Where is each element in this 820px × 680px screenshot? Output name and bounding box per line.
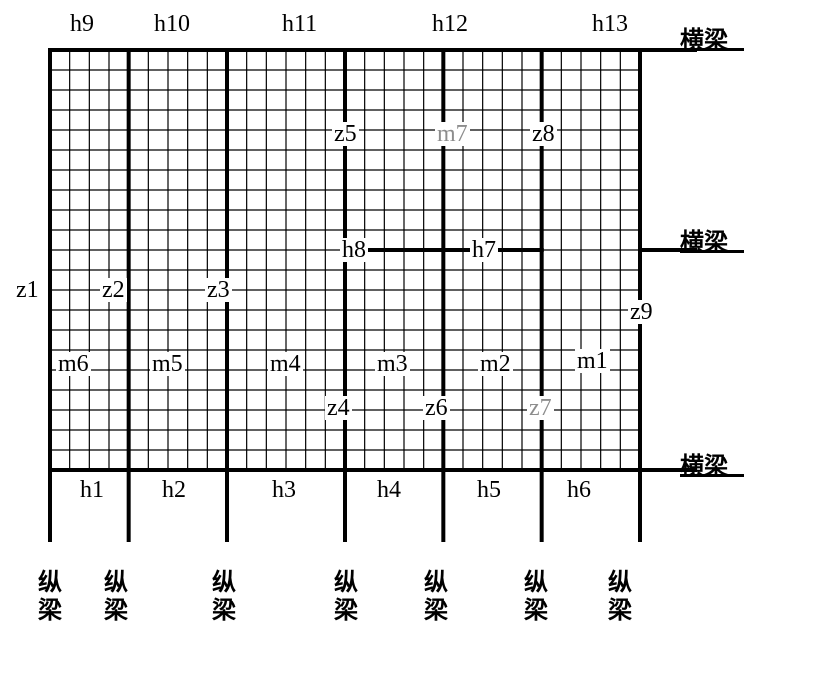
- top-h-label: h10: [152, 12, 192, 36]
- side-beam-underline: [680, 474, 744, 477]
- vertical-beam-label: 纵梁: [608, 570, 632, 625]
- bottom-h-label: h6: [565, 478, 593, 502]
- vertical-beam-label: 纵梁: [38, 570, 62, 625]
- inner-label: z5: [332, 122, 359, 146]
- vertical-beam-label: 纵梁: [334, 570, 358, 625]
- inner-label: z2: [100, 278, 127, 302]
- bottom-h-label: h4: [375, 478, 403, 502]
- inner-label: h7: [470, 238, 498, 262]
- bottom-h-label: h2: [160, 478, 188, 502]
- inner-label: z7: [527, 396, 554, 420]
- top-h-label: h9: [68, 12, 96, 36]
- top-h-label: h12: [430, 12, 470, 36]
- bottom-h-label: h3: [270, 478, 298, 502]
- top-h-label: h11: [280, 12, 319, 36]
- inner-label: m5: [150, 352, 185, 376]
- vertical-beam-label: 纵梁: [524, 570, 548, 625]
- inner-label: z9: [628, 300, 655, 324]
- inner-label: m3: [375, 352, 410, 376]
- side-beam-underline: [680, 48, 744, 51]
- inner-label: z6: [423, 396, 450, 420]
- vertical-beam-label: 纵梁: [212, 570, 236, 625]
- bottom-h-label: h5: [475, 478, 503, 502]
- inner-label: m7: [435, 122, 470, 146]
- inner-label: h8: [340, 238, 368, 262]
- top-h-label: h13: [590, 12, 630, 36]
- inner-label: m4: [268, 352, 303, 376]
- beam-grid-diagram: h9 h10 h11 h12 h13 h1 h2 h3 h4 h5 h6 z5 m7 z8 h8 h7 z1 z2…: [0, 0, 820, 680]
- vertical-beam-label: 纵梁: [424, 570, 448, 625]
- inner-label: z1: [14, 278, 41, 302]
- inner-label: z4: [325, 396, 352, 420]
- inner-label: m2: [478, 352, 513, 376]
- inner-label: m1: [575, 349, 610, 373]
- inner-label: m6: [56, 352, 91, 376]
- inner-label: z8: [530, 122, 557, 146]
- bottom-h-label: h1: [78, 478, 106, 502]
- side-beam-underline: [680, 250, 744, 253]
- inner-label: z3: [205, 278, 232, 302]
- vertical-beam-label: 纵梁: [104, 570, 128, 625]
